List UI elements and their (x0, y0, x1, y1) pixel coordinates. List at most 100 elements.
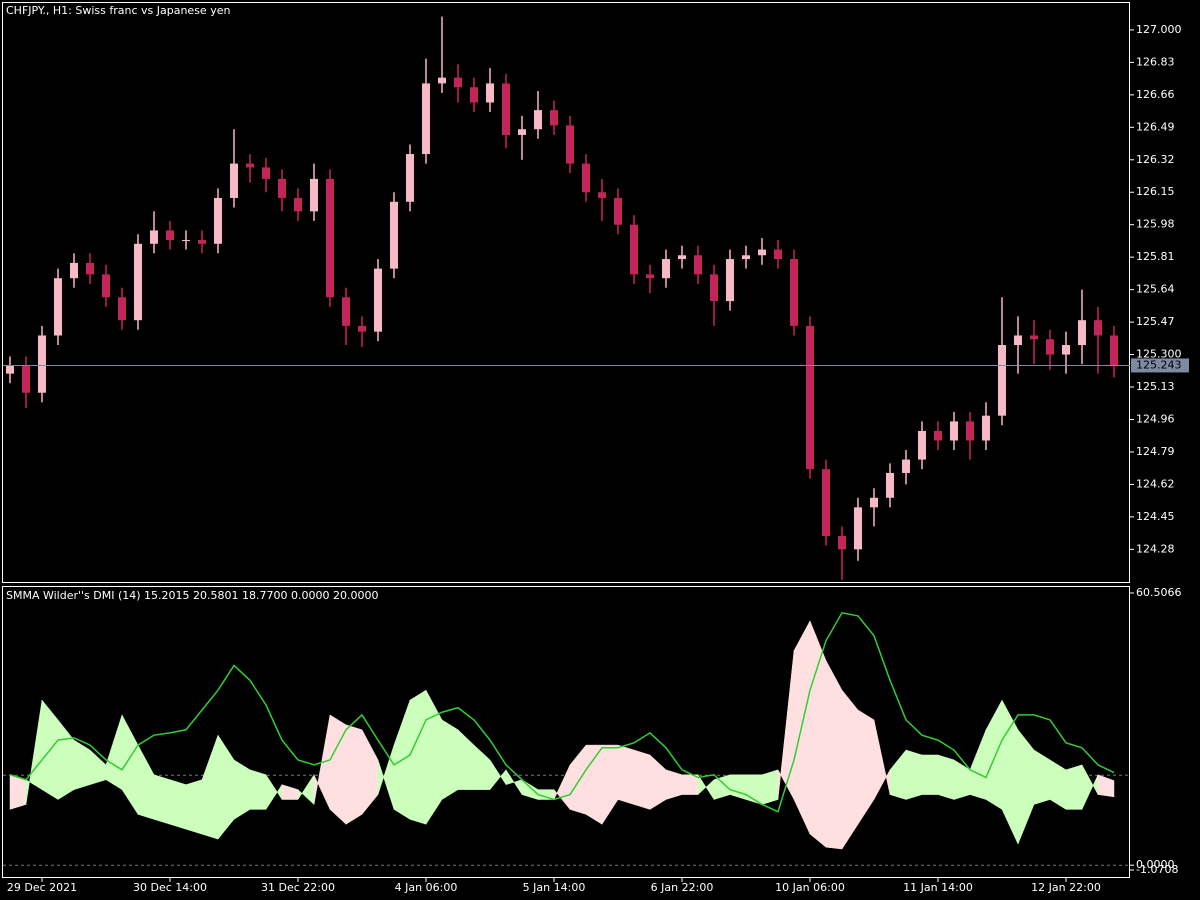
y-tick-label: 124.62 (1136, 477, 1175, 490)
y-tick-label: 124.79 (1136, 445, 1175, 458)
candle-body (550, 110, 558, 126)
candle-body (438, 77, 446, 84)
candle-body (1062, 345, 1070, 355)
di-fill (185, 779, 203, 835)
candle-body (1046, 339, 1054, 355)
x-tick-label: 11 Jan 14:00 (903, 881, 973, 894)
candle-body (790, 259, 798, 326)
candle-body (470, 87, 478, 103)
di-fill (761, 769, 779, 805)
y-tick-label: 125.300 (1136, 348, 1182, 361)
y-tick-label: 127.000 (1136, 23, 1182, 36)
di-fill (345, 724, 363, 825)
candle-body (1030, 335, 1038, 340)
candle-body (502, 83, 510, 135)
x-tick-label: 10 Jan 06:00 (775, 881, 845, 894)
di-fill (681, 774, 699, 795)
di-fill (249, 769, 267, 810)
x-tick-label: 4 Jan 06:00 (395, 881, 458, 894)
y-tick-label: 125.47 (1136, 315, 1175, 328)
candle-body (134, 243, 142, 321)
candle-body (198, 239, 206, 244)
candle-body (598, 192, 606, 198)
di-fill (9, 774, 27, 810)
candle-body (358, 325, 366, 332)
candle-body (582, 163, 590, 193)
di-fill (809, 620, 827, 848)
di-fill (825, 660, 843, 850)
candle-body (630, 224, 638, 275)
y-tick-label: 126.66 (1136, 88, 1175, 101)
y-tick-label: 126.15 (1136, 185, 1175, 198)
candle-body (118, 297, 126, 321)
candle-body (774, 249, 782, 260)
candle-body (6, 366, 14, 374)
candle-body (854, 507, 862, 550)
candle-body (646, 274, 654, 279)
candle-body (454, 77, 462, 88)
candle-body (342, 297, 350, 326)
candle-body (534, 110, 542, 130)
di-fill (665, 769, 683, 800)
candle-body (758, 249, 766, 256)
adx-line (9, 611, 1115, 813)
candle-body (390, 201, 398, 269)
candle-body (70, 262, 78, 279)
di-fill (233, 759, 251, 820)
di-fill (441, 719, 459, 800)
candle-body (150, 230, 158, 244)
candle-body (262, 167, 270, 179)
candle-body (230, 163, 238, 198)
candle-body (406, 154, 414, 202)
candle-body (822, 469, 830, 536)
candle-body (310, 178, 318, 212)
di-fill (937, 754, 955, 800)
di-fill (617, 744, 635, 805)
candle-body (54, 278, 62, 336)
candle-body (838, 535, 846, 550)
candle-body (566, 125, 574, 164)
candle-body (22, 366, 30, 393)
candle-body (710, 274, 718, 302)
di-fill (1033, 749, 1051, 805)
chart-title: CHFJPY., H1: Swiss franc vs Japanese yen (6, 4, 230, 17)
di-fill (841, 689, 859, 850)
candle-body (486, 83, 494, 103)
di-fill (169, 779, 187, 830)
di-fill (409, 689, 427, 825)
candle-body (1078, 320, 1086, 346)
candle-body (918, 430, 926, 460)
indicator-panel-frame (2, 586, 1130, 878)
candle-body (102, 274, 110, 298)
y-tick-label: 126.83 (1136, 55, 1175, 68)
y-tick-label: 124.96 (1136, 412, 1175, 425)
y-tick-label: 126.49 (1136, 120, 1175, 133)
candle-body (662, 259, 670, 279)
candle-body (294, 197, 302, 212)
di-fill (329, 714, 347, 825)
x-tick-label: 30 Dec 14:00 (133, 881, 207, 894)
candle-body (278, 178, 286, 198)
candle-body (870, 497, 878, 508)
last-price-label: 125.243 (1136, 358, 1182, 371)
di-fill (905, 749, 923, 800)
candle-body (886, 472, 894, 498)
y-tick-label: 125.13 (1136, 380, 1175, 393)
candle-body (998, 345, 1006, 416)
di-fill (1097, 774, 1115, 798)
candle-body (182, 239, 190, 241)
candle-body (38, 335, 46, 393)
y-tick-label: 125.64 (1136, 283, 1175, 296)
di-fill (153, 774, 171, 825)
x-tick-label: 31 Dec 22:00 (261, 881, 335, 894)
candle-body (678, 255, 686, 260)
candle-body (1014, 335, 1022, 346)
y-tick-label: 0.0000 (1136, 858, 1175, 871)
x-tick-label: 29 Dec 2021 (7, 881, 77, 894)
y-tick-label: -1.0708 (1136, 863, 1178, 876)
x-tick-label: 6 Jan 22:00 (651, 881, 714, 894)
di-fill (921, 754, 939, 795)
candle-body (166, 230, 174, 240)
